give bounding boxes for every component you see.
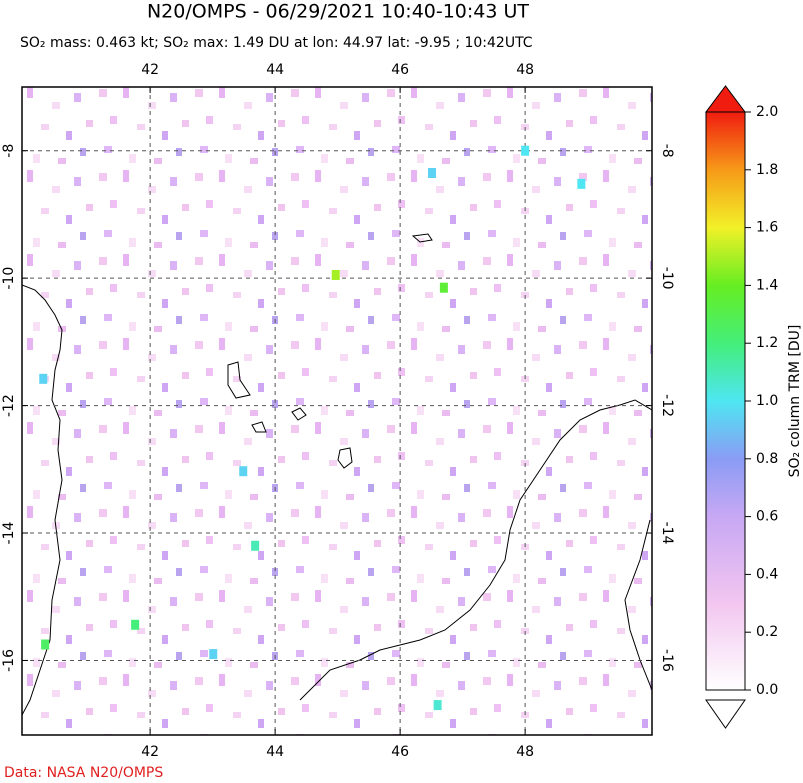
so2-pixel (433, 700, 442, 711)
y-tick-label: -12 (659, 394, 675, 417)
so2-pixel (577, 178, 586, 189)
colorbar (705, 111, 746, 691)
so2-pixel (39, 373, 48, 384)
colorbar-label: SO₂ column TRM [DU] (787, 325, 803, 478)
credit: Data: NASA N20/OMPS (4, 765, 163, 781)
x-tick-label: 48 (516, 62, 534, 78)
colorbar-tick-label: 0.0 (756, 682, 778, 698)
colorbar-tick-label: 1.2 (756, 335, 778, 351)
so2-pixel (41, 639, 50, 650)
map-background (22, 87, 652, 735)
y-tick-label: -16 (1, 649, 17, 672)
so2-pixel (239, 466, 248, 477)
x-tick-label: 44 (266, 744, 284, 760)
so2-pixel (439, 282, 448, 293)
colorbar-tick-label: 0.4 (756, 566, 778, 582)
x-tick-label: 44 (266, 62, 284, 78)
so2-pixel (251, 540, 260, 551)
colorbar-tick-label: 1.4 (756, 277, 778, 293)
y-tick-label: -10 (659, 267, 675, 290)
colorbar-tick-label: 1.0 (756, 393, 778, 409)
map-frame (21, 86, 653, 736)
colorbar-tick-label: 1.8 (756, 162, 778, 178)
colorbar-min-arrow (705, 699, 746, 729)
so2-pixel (209, 649, 218, 660)
x-tick-label: 42 (141, 744, 159, 760)
colorbar-tick-label: 2.0 (756, 104, 778, 120)
colorbar-tick-label: 0.6 (756, 509, 778, 525)
y-tick-label: -8 (1, 144, 17, 158)
y-tick-label: -10 (1, 267, 17, 290)
y-tick-label: -14 (659, 522, 675, 545)
so2-pixel (428, 168, 436, 179)
colorbar-tick-label: 0.8 (756, 451, 778, 467)
y-tick-label: -16 (659, 649, 675, 672)
y-tick-label: -8 (659, 144, 675, 158)
y-tick-label: -14 (1, 521, 17, 544)
subtitle: SO₂ mass: 0.463 kt; SO₂ max: 1.49 DU at … (20, 35, 533, 51)
x-tick-label: 46 (391, 62, 409, 78)
so2-pixel (131, 619, 140, 630)
so2-pixel (521, 145, 530, 156)
colorbar-max-arrow (705, 85, 746, 113)
so2-pixel (331, 269, 340, 280)
x-tick-label: 48 (516, 744, 534, 760)
x-tick-label: 42 (141, 62, 159, 78)
y-tick-label: -12 (1, 394, 17, 417)
colorbar-tick-label: 1.6 (756, 220, 778, 236)
title: N20/OMPS - 06/29/2021 10:40-10:43 UT (147, 1, 529, 23)
x-tick-label: 46 (391, 744, 409, 760)
colorbar-tick-label: 0.2 (756, 624, 778, 640)
